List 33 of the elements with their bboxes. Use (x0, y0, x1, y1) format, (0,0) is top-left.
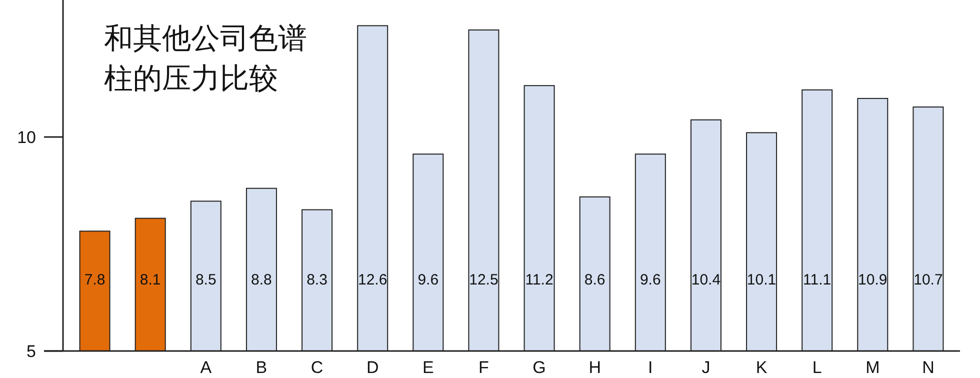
x-tick-label: B (256, 358, 268, 377)
data-label: 11.1 (803, 272, 832, 289)
x-tick-label: L (812, 358, 822, 377)
data-label: 10.4 (691, 272, 721, 289)
x-tick-label: D (366, 358, 379, 377)
x-tick-label: H (588, 358, 601, 377)
data-label: 7.8 (84, 272, 106, 289)
x-tick-label: I (648, 358, 653, 377)
data-label: 8.8 (251, 272, 272, 289)
data-label: 11.2 (525, 272, 554, 289)
data-label: 12.5 (469, 272, 498, 289)
data-label: 10.1 (746, 272, 776, 289)
x-tick-label: C (310, 358, 324, 377)
x-tick-label: F (478, 358, 489, 377)
data-label: 8.5 (195, 272, 216, 289)
data-label: 9.6 (640, 272, 661, 289)
x-tick-label: N (922, 358, 934, 377)
x-tick-label: M (866, 358, 880, 377)
data-label: 9.6 (418, 272, 439, 289)
data-label: 10.7 (914, 272, 943, 289)
text: 和其他公司色谱柱的压力比较 (104, 20, 308, 97)
y-tick-label: 10 (17, 128, 36, 147)
data-label: 10.9 (858, 272, 888, 289)
y-tick-label: 5 (26, 342, 36, 361)
data-label: 8.1 (140, 272, 161, 289)
x-tick-label: E (422, 358, 434, 377)
x-tick-label: K (756, 358, 768, 377)
data-label: 8.6 (584, 272, 606, 289)
x-tick-label: A (200, 358, 212, 377)
data-label: 8.3 (306, 272, 328, 289)
x-tick-label: J (702, 358, 710, 377)
data-label: 12.6 (358, 272, 388, 289)
x-tick-label: G (532, 358, 546, 377)
